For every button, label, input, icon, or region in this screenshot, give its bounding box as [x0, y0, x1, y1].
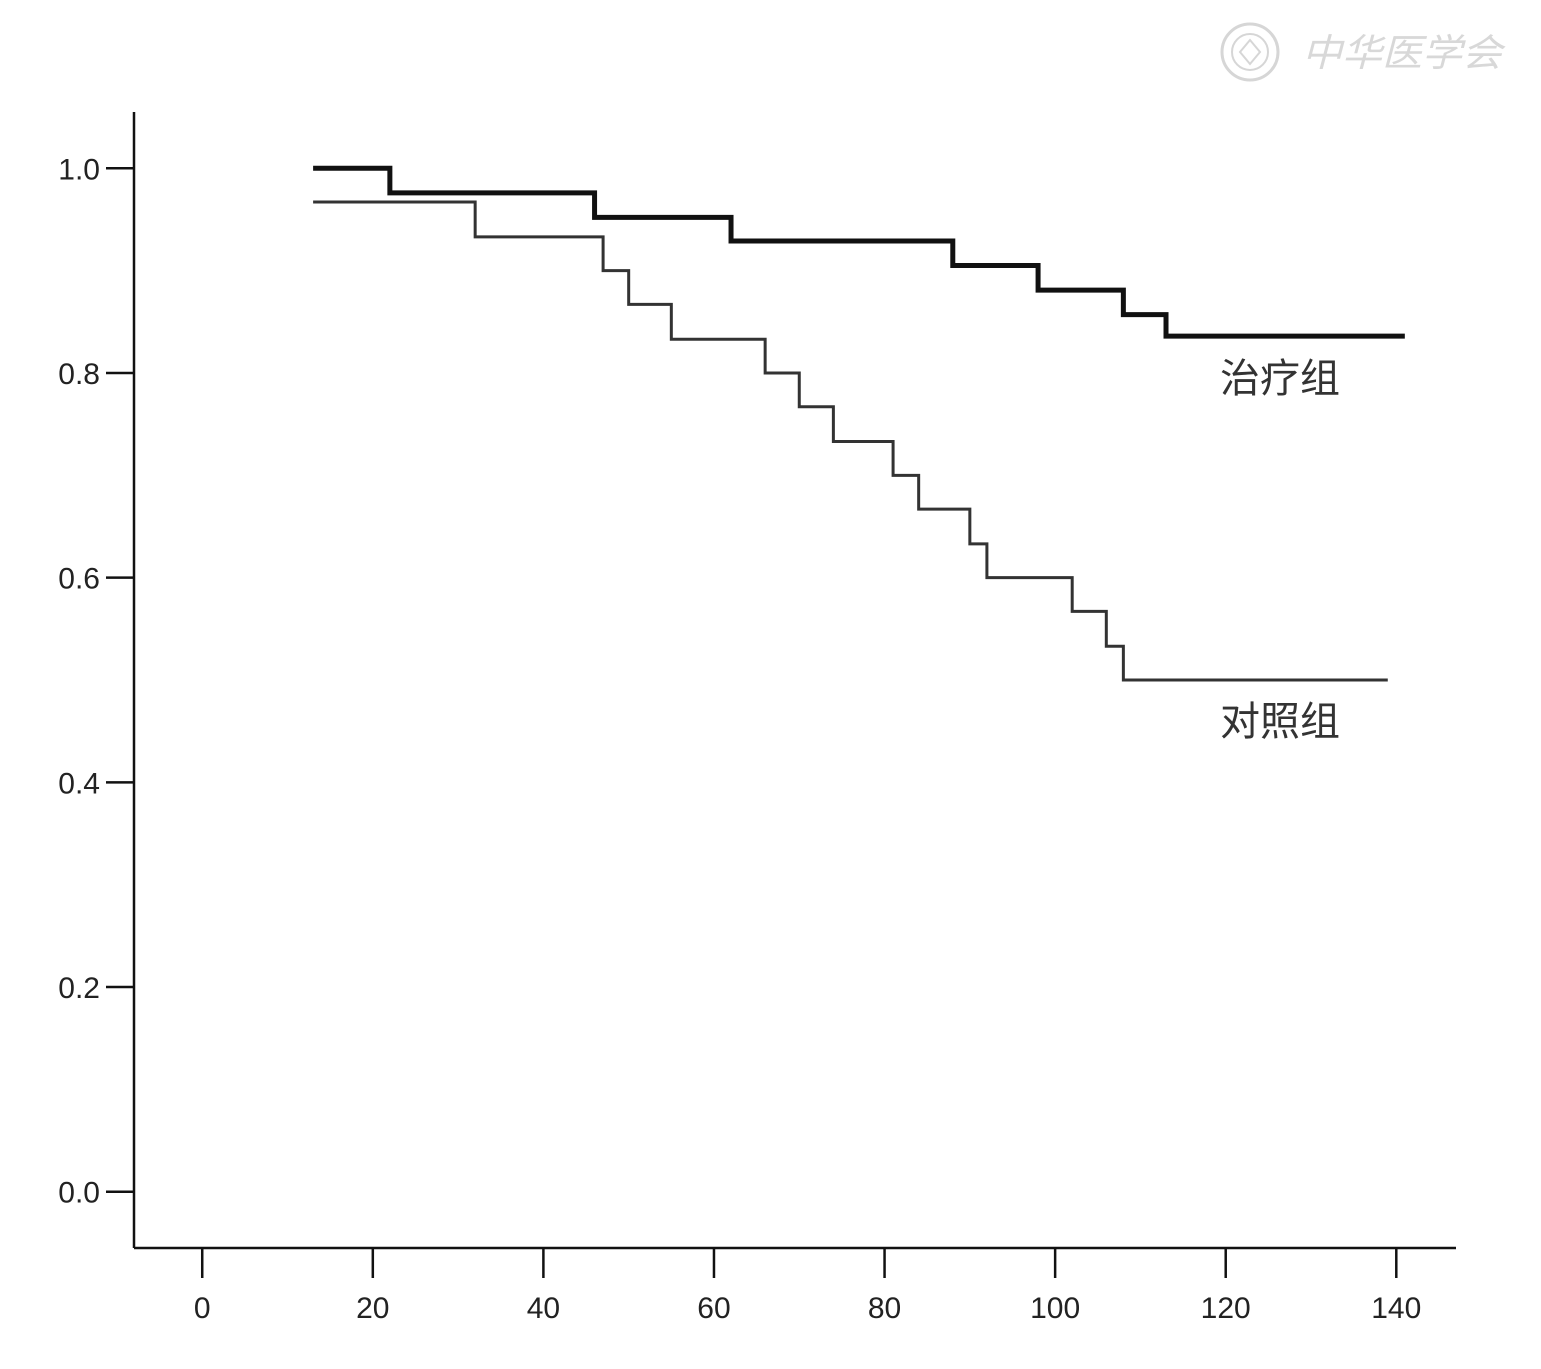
y-tick-label: 0.0: [58, 1177, 100, 1210]
watermark: 中华医学会: [1220, 22, 1506, 82]
y-ticks: 0.0 0.2 0.4 0.6 0.8 1.0: [58, 153, 134, 1210]
watermark-text: 中华医学会: [1302, 31, 1506, 75]
y-tick-label: 1.0: [58, 153, 100, 186]
society-seal-icon: [1220, 22, 1280, 82]
series-lines: [313, 165, 1405, 682]
x-tick-label: 140: [1371, 1292, 1421, 1325]
series-line-treatment: [313, 165, 1405, 339]
y-tick-label: 0.6: [58, 563, 100, 596]
series-label-control: 对照组: [1220, 699, 1340, 745]
axes: [132, 112, 1456, 1250]
x-ticks: 0 20 40 60 80 100 120 140: [194, 1248, 1421, 1325]
series-line-control: [313, 200, 1388, 682]
y-tick-label: 0.8: [58, 358, 100, 391]
x-tick-label: 80: [868, 1292, 901, 1325]
y-tick-label: 0.2: [58, 972, 100, 1005]
x-tick-label: 120: [1201, 1292, 1251, 1325]
x-tick-label: 0: [194, 1292, 211, 1325]
x-tick-label: 100: [1030, 1292, 1080, 1325]
y-tick-label: 0.4: [58, 767, 100, 800]
x-tick-label: 60: [697, 1292, 730, 1325]
x-tick-label: 40: [527, 1292, 560, 1325]
series-label-treatment: 治疗组: [1220, 356, 1340, 402]
x-tick-label: 20: [356, 1292, 389, 1325]
